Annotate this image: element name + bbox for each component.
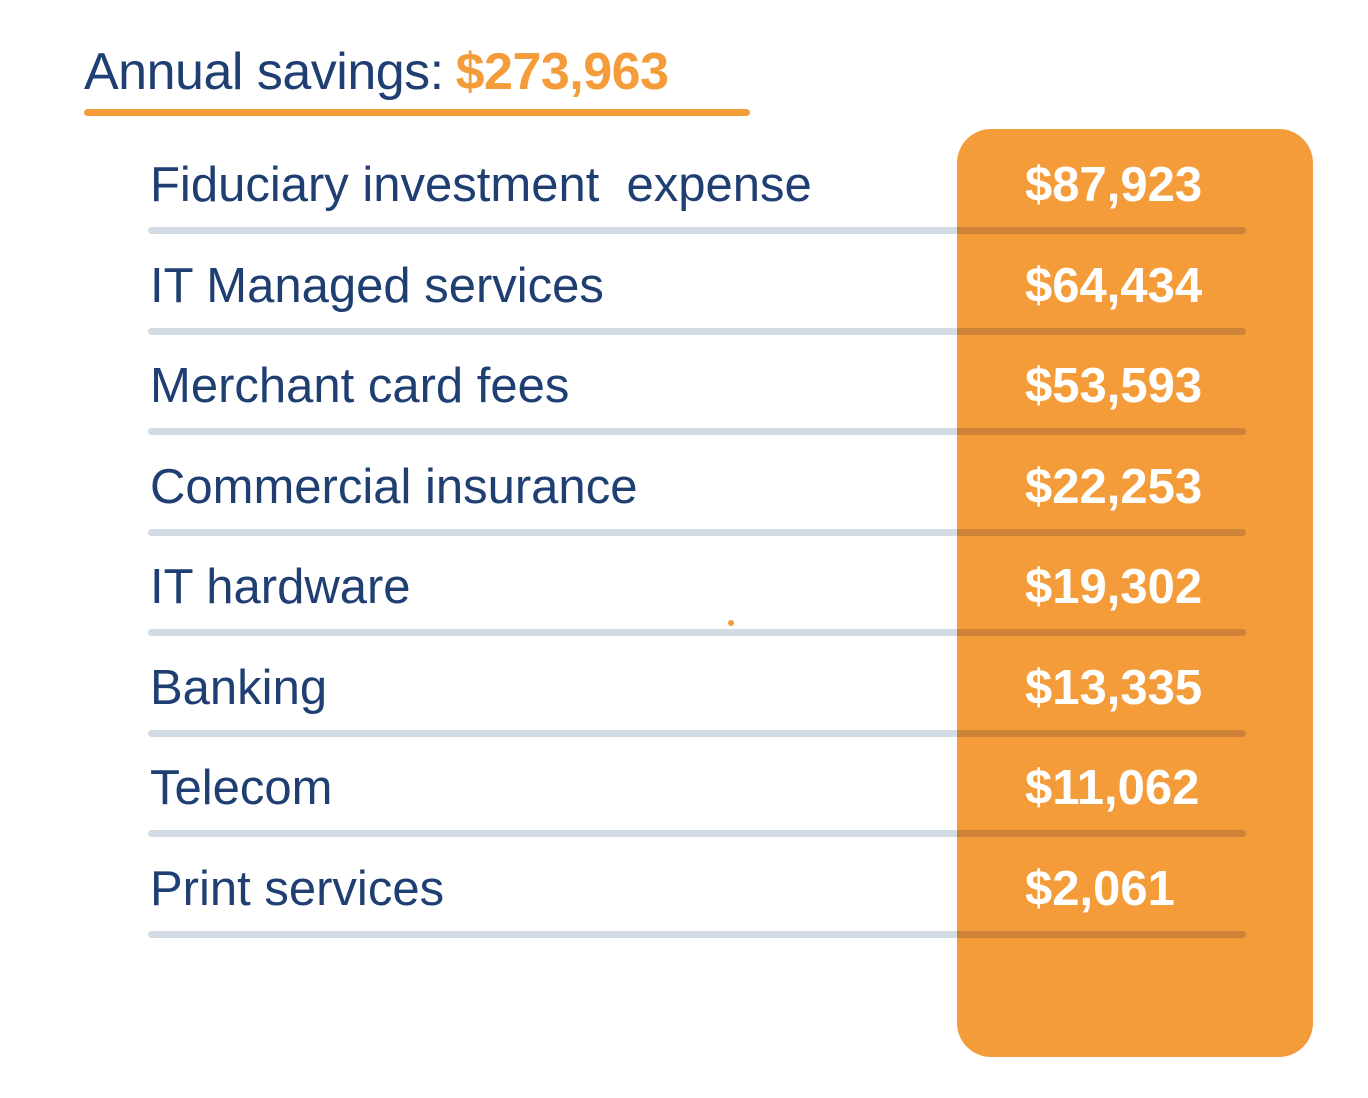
row-divider xyxy=(148,528,1246,536)
row-divider xyxy=(148,327,1246,335)
table-row: Telecom $11,062 xyxy=(0,738,1368,838)
table-row: Print services $2,061 xyxy=(0,839,1368,939)
row-savings-value: $2,061 xyxy=(1025,861,1175,916)
row-divider xyxy=(148,930,1246,938)
row-divider xyxy=(148,629,1246,636)
row-category-label: IT hardware xyxy=(150,560,411,614)
row-savings-value: $22,253 xyxy=(1025,459,1203,514)
header-total-value: $273,963 xyxy=(455,43,669,101)
row-divider xyxy=(148,830,1246,837)
decorative-dot xyxy=(728,620,734,626)
table-row: Commercial insurance $22,253 xyxy=(0,437,1368,537)
row-category-label: Fiduciary investment expense xyxy=(150,158,812,212)
row-savings-value: $87,923 xyxy=(1025,158,1203,212)
row-divider xyxy=(148,227,1246,234)
row-divider xyxy=(148,428,1246,435)
page-title: Annual savings: $273,963 xyxy=(84,40,669,104)
row-category-label: Banking xyxy=(150,660,328,715)
values-column-panel xyxy=(957,129,1313,1057)
row-category-label: Commercial insurance xyxy=(150,459,638,514)
table-row: Merchant card fees $53,593 xyxy=(0,336,1368,436)
table-row: Banking $13,335 xyxy=(0,638,1368,738)
header-label: Annual savings: xyxy=(84,43,444,101)
row-divider xyxy=(148,729,1246,737)
row-savings-value: $13,335 xyxy=(1025,660,1203,715)
row-category-label: Telecom xyxy=(150,761,333,815)
row-savings-value: $19,302 xyxy=(1025,560,1203,614)
row-category-label: Print services xyxy=(150,861,445,916)
row-savings-value: $53,593 xyxy=(1025,359,1203,413)
header-underline xyxy=(84,109,750,116)
row-savings-value: $11,062 xyxy=(1025,761,1200,815)
row-category-label: IT Managed services xyxy=(150,258,604,313)
table-row: IT hardware $19,302 xyxy=(0,537,1368,637)
row-savings-value: $64,434 xyxy=(1025,258,1203,313)
table-row: IT Managed services $64,434 xyxy=(0,236,1368,336)
table-row: Fiduciary investment expense $87,923 xyxy=(0,135,1368,235)
row-category-label: Merchant card fees xyxy=(150,359,570,413)
